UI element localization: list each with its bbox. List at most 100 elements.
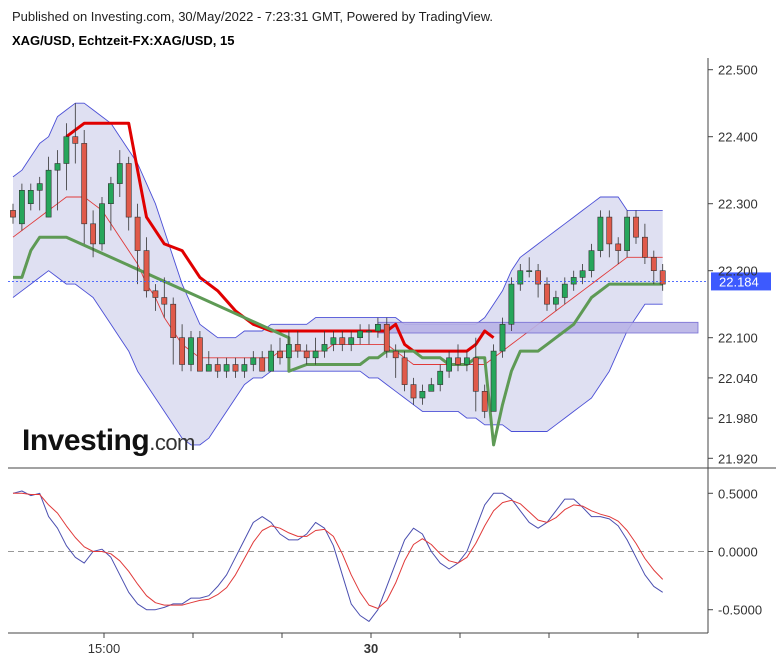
candle-body: [419, 390, 426, 399]
candle-body: [410, 384, 417, 399]
price-tick-label: 22.300: [718, 197, 758, 212]
candle-body: [535, 270, 541, 285]
candle-body: [339, 337, 346, 345]
candle-body: [428, 384, 435, 392]
candle-body: [606, 216, 613, 245]
oscillator-fast-line: [12, 490, 663, 622]
candle-body: [268, 350, 274, 372]
trend-line-red: [65, 121, 495, 353]
candle-body: [27, 190, 34, 205]
candle-body: [259, 357, 266, 372]
candle-body: [116, 163, 123, 184]
candle-body: [285, 344, 292, 359]
candle-body: [526, 270, 533, 273]
oscillator-pane: [8, 490, 708, 622]
bollinger-mid-line: [12, 196, 663, 365]
candle-body: [205, 364, 212, 372]
candle-body: [633, 216, 639, 238]
bollinger-lower-line: [12, 270, 663, 446]
candle-body: [383, 323, 390, 352]
candle-body: [517, 270, 524, 285]
price-tick-label: 21.980: [718, 411, 758, 426]
candle-body: [374, 323, 381, 332]
bollinger-band-fill: [13, 103, 663, 445]
candle-body: [321, 344, 328, 352]
candle-body: [134, 216, 141, 251]
candle-body: [330, 337, 337, 345]
candle-body: [81, 143, 88, 225]
price-tick-label: 22.200: [718, 264, 758, 279]
candle-body: [561, 283, 568, 298]
bollinger-upper-line: [12, 102, 663, 339]
published-caption: Published on Investing.com, 30/May/2022 …: [12, 9, 494, 24]
candle-body: [455, 357, 461, 365]
candle-body: [401, 357, 408, 385]
candle-body: [446, 357, 452, 372]
candle-body: [143, 250, 150, 292]
candle-body: [544, 283, 550, 305]
osc-tick-label: -0.5000: [718, 603, 762, 618]
candle-body: [161, 297, 168, 305]
price-tick-label: 22.400: [718, 130, 758, 145]
candle-body: [170, 303, 177, 339]
price-tick-label: 22.100: [718, 331, 758, 346]
last-price-label: 22.184: [719, 274, 759, 289]
candle-body: [214, 364, 221, 372]
logo-main: Investing: [22, 424, 150, 457]
candle-body: [232, 364, 239, 372]
candle-body: [597, 216, 604, 251]
osc-tick-label: 0.5000: [718, 486, 758, 501]
candle-body: [624, 216, 630, 251]
candle-body: [63, 136, 70, 164]
candle-body: [188, 337, 194, 365]
candle-body: [90, 223, 96, 245]
candle-body: [223, 364, 230, 372]
candle-body: [312, 350, 319, 359]
price-tick-label: 22.500: [718, 63, 758, 78]
candle-body: [197, 337, 203, 372]
candle-body: [650, 256, 657, 271]
investing-logo: Investing.com: [22, 424, 195, 458]
logo-suffix: .com: [149, 430, 195, 455]
osc-tick-label: 0.0000: [718, 545, 758, 560]
time-tick-label: 30: [364, 641, 378, 656]
candle-body: [357, 330, 363, 338]
candle-body: [588, 250, 595, 272]
candle-body: [179, 337, 185, 365]
candle-body: [659, 270, 666, 285]
candle-body: [392, 350, 399, 359]
oscillator-slow-line: [13, 492, 664, 609]
candle-body: [615, 243, 622, 251]
price-pane: [8, 102, 708, 447]
candle-body: [481, 390, 488, 412]
candle-body: [437, 370, 444, 385]
candle-body: [250, 357, 257, 365]
candle-body: [463, 357, 470, 365]
candle-body: [45, 169, 52, 218]
candle-body: [54, 163, 61, 171]
symbol-title: XAG/USD, Echtzeit-FX:XAG/USD, 15: [12, 33, 235, 48]
candle-body: [303, 350, 310, 359]
candle-body: [152, 290, 159, 298]
candle-body: [366, 330, 372, 333]
candle-body: [99, 203, 105, 245]
axes: 22.184 22.500 22.400 22.300 22.200 22.100 22.0…: [8, 58, 776, 656]
candle-body: [72, 136, 79, 144]
candle-body: [508, 283, 515, 325]
candle-body: [641, 236, 648, 258]
support-zone: [377, 321, 699, 334]
candle-body: [552, 297, 559, 305]
candle-body: [108, 183, 114, 205]
candle-body: [10, 210, 16, 218]
candle-body: [570, 277, 577, 285]
price-tick-label: 21.920: [718, 451, 758, 466]
candle-body: [579, 270, 586, 278]
price-tick-label: 22.040: [718, 371, 758, 386]
time-tick-label: 15:00: [88, 641, 121, 656]
candle-body: [294, 344, 301, 352]
candle-body: [241, 364, 248, 372]
candle-body: [490, 350, 497, 412]
candle-body: [499, 323, 506, 352]
candle-body: [18, 190, 25, 225]
